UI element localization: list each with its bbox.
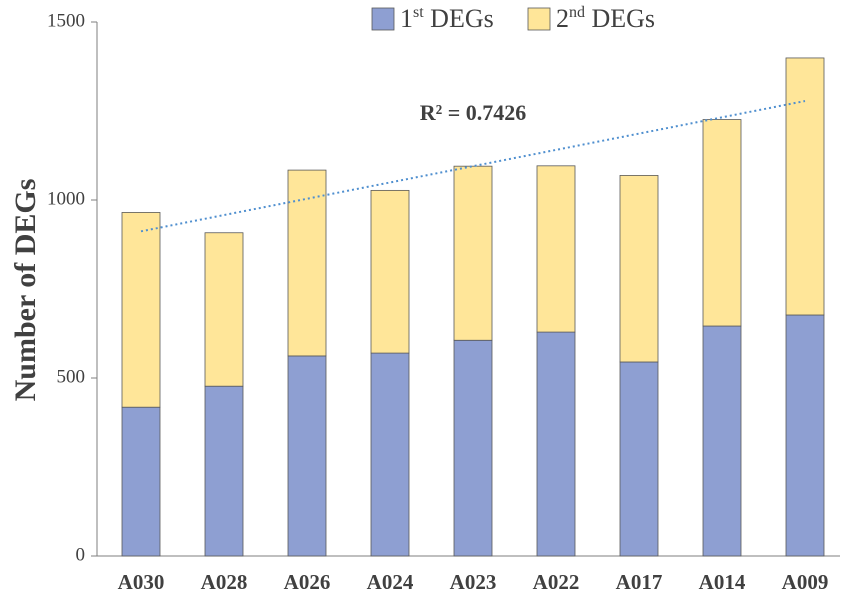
legend-1st-base: 1 xyxy=(400,4,413,33)
bar-a023-2nd xyxy=(453,165,493,341)
bar-a022-2nd xyxy=(536,165,576,333)
plot-area: 0 500 1000 1500 A030 A028 A026 A024 A023 A022 A017… xyxy=(47,10,840,594)
bar-a023-1st xyxy=(453,339,493,557)
legend-1st-rest: DEGs xyxy=(424,4,494,33)
legend-1st-sup: st xyxy=(413,4,424,21)
bar-a030-2nd xyxy=(121,212,161,408)
bar-a024-1st xyxy=(370,352,410,557)
x-tick-label-a023: A023 xyxy=(450,570,497,594)
bar-a028-2nd xyxy=(204,232,244,387)
bar-a026-1st xyxy=(287,355,327,557)
legend-2nd-base: 2 xyxy=(556,4,569,33)
legend: 1st DEGs 2nd DEGs xyxy=(371,4,655,33)
y-axis-label: Number of DEGs xyxy=(9,179,42,402)
bar-a026-2nd xyxy=(287,169,327,357)
bar-a009-2nd xyxy=(785,57,825,316)
legend-label-2nd-degs: 2nd DEGs xyxy=(556,4,655,33)
bar-a014-2nd xyxy=(702,119,742,327)
r-squared-annotation: R² = 0.7426 xyxy=(420,100,527,125)
x-tick-label-a014: A014 xyxy=(699,570,746,594)
y-tick-label-0: 0 xyxy=(76,544,86,565)
x-tick-label-a030: A030 xyxy=(118,570,165,594)
x-tick-label-a024: A024 xyxy=(367,570,414,594)
legend-swatch-2nd-degs xyxy=(527,7,551,31)
legend-2nd-sup: nd xyxy=(569,4,585,21)
x-tick-label-a009: A009 xyxy=(782,570,829,594)
bar-a014-1st xyxy=(702,325,742,557)
bar-a028-1st xyxy=(204,385,244,557)
y-tick-label-500: 500 xyxy=(57,366,86,387)
x-tick-label-a017: A017 xyxy=(616,570,663,594)
bar-a009-1st xyxy=(785,314,825,557)
y-tick-label-1000: 1000 xyxy=(47,188,85,209)
bar-a030-1st xyxy=(121,406,161,557)
x-tick-label-a028: A028 xyxy=(201,570,248,594)
bar-a017-1st xyxy=(619,361,659,557)
legend-2nd-rest: DEGs xyxy=(585,4,655,33)
x-tick-label-a022: A022 xyxy=(533,570,580,594)
bar-a024-2nd xyxy=(370,189,410,354)
legend-label-1st-degs: 1st DEGs xyxy=(400,4,494,33)
y-tick-label-1500: 1500 xyxy=(47,10,85,31)
legend-swatch-1st-degs xyxy=(371,7,395,31)
bar-a017-2nd xyxy=(619,175,659,363)
x-tick-label-a026: A026 xyxy=(284,570,331,594)
bar-a022-1st xyxy=(536,331,576,557)
